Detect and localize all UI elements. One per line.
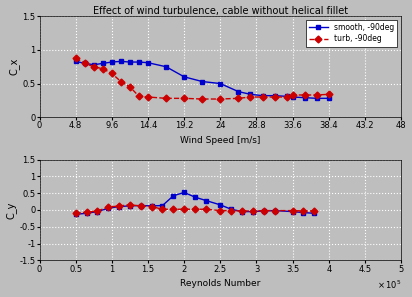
turb, -90deg [284, 95, 289, 99]
turb, -90deg [218, 97, 223, 101]
smooth, -90deg [302, 96, 307, 99]
turb, -90deg [91, 65, 96, 69]
Y-axis label: C_y: C_y [5, 201, 16, 219]
smooth, -90deg [284, 94, 289, 98]
smooth, -90deg [164, 65, 169, 69]
smooth, -90deg [101, 61, 105, 65]
turb, -90deg [82, 61, 87, 65]
smooth, -90deg [136, 60, 141, 64]
smooth, -90deg [145, 61, 150, 64]
smooth, -90deg [118, 60, 123, 63]
Line: turb, -90deg: turb, -90deg [73, 56, 331, 102]
turb, -90deg [314, 93, 319, 97]
Text: $\times\,10^5$: $\times\,10^5$ [377, 279, 401, 291]
turb, -90deg [248, 95, 253, 99]
smooth, -90deg [314, 97, 319, 100]
smooth, -90deg [200, 80, 205, 83]
smooth, -90deg [248, 93, 253, 96]
smooth, -90deg [73, 60, 78, 63]
smooth, -90deg [272, 94, 277, 97]
turb, -90deg [73, 56, 78, 60]
turb, -90deg [101, 67, 105, 71]
Y-axis label: C_x: C_x [9, 58, 19, 75]
smooth, -90deg [260, 94, 265, 97]
smooth, -90deg [182, 75, 187, 79]
turb, -90deg [109, 72, 114, 75]
turb, -90deg [236, 97, 241, 100]
smooth, -90deg [218, 82, 223, 85]
smooth, -90deg [109, 60, 114, 64]
turb, -90deg [136, 94, 141, 98]
turb, -90deg [272, 95, 277, 99]
turb, -90deg [145, 95, 150, 99]
smooth, -90deg [82, 61, 87, 65]
smooth, -90deg [290, 95, 295, 99]
Line: smooth, -90deg: smooth, -90deg [73, 59, 331, 101]
turb, -90deg [182, 97, 187, 100]
smooth, -90deg [326, 97, 331, 100]
X-axis label: Reynolds Number: Reynolds Number [180, 279, 260, 288]
turb, -90deg [326, 93, 331, 96]
turb, -90deg [302, 93, 307, 97]
turb, -90deg [164, 97, 169, 100]
X-axis label: Wind Speed [m/s]: Wind Speed [m/s] [180, 136, 260, 145]
smooth, -90deg [91, 63, 96, 67]
turb, -90deg [127, 85, 132, 89]
smooth, -90deg [236, 90, 241, 93]
turb, -90deg [118, 80, 123, 83]
Title: Effect of wind turbulence, cable without helical fillet: Effect of wind turbulence, cable without… [93, 6, 348, 15]
turb, -90deg [260, 95, 265, 99]
Legend: smooth, -90deg, turb, -90deg: smooth, -90deg, turb, -90deg [306, 20, 397, 47]
turb, -90deg [290, 93, 295, 97]
turb, -90deg [200, 97, 205, 101]
smooth, -90deg [127, 60, 132, 64]
